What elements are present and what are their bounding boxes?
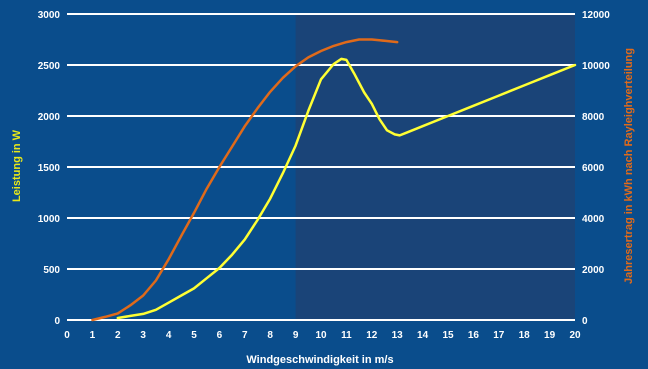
x-tick-label: 9 (293, 330, 299, 341)
y-axis-right-label: Jahresertrag in kWh nach Rayleighverteil… (623, 48, 635, 284)
series-line-leistung (116, 57, 577, 320)
y-right-tick-label: 0 (582, 316, 588, 327)
y-right-tick-label: 10000 (582, 61, 610, 72)
y-left-tick-label: 0 (54, 316, 60, 327)
x-tick-label: 17 (493, 330, 505, 341)
x-tick-label: 4 (166, 330, 172, 341)
x-tick-label: 2 (115, 330, 121, 341)
y-left-tick-label: 500 (43, 265, 60, 276)
y-right-tick-label: 8000 (582, 112, 605, 123)
series-line-jahresertrag (91, 38, 399, 322)
x-tick-label: 11 (341, 330, 352, 341)
y-left-tick-label: 2500 (38, 61, 61, 72)
x-tick-label: 12 (366, 330, 378, 341)
x-tick-label: 6 (217, 330, 223, 341)
y-left-tick-label: 3000 (38, 10, 61, 21)
y-right-tick-label: 12000 (582, 10, 610, 21)
x-tick-label: 7 (242, 330, 248, 341)
x-axis-label: Windgeschwindigkeit in m/s (246, 354, 393, 366)
x-tick-label: 20 (569, 330, 581, 341)
x-tick-label: 3 (140, 330, 146, 341)
y-axis-left-label: Leistung in W (11, 129, 23, 202)
y-left-tick-label: 1500 (38, 163, 61, 174)
x-tick-label: 0 (64, 330, 70, 341)
x-tick-label: 19 (544, 330, 556, 341)
x-tick-label: 13 (392, 330, 404, 341)
x-tick-label: 5 (191, 330, 197, 341)
x-tick-label: 1 (90, 330, 96, 341)
y-left-tick-label: 2000 (38, 112, 61, 123)
x-tick-label: 18 (519, 330, 531, 341)
x-tick-label: 16 (468, 330, 480, 341)
y-left-tick-label: 1000 (38, 214, 61, 225)
x-tick-label: 15 (442, 330, 454, 341)
y-right-tick-label: 6000 (582, 163, 605, 174)
x-tick-label: 8 (267, 330, 273, 341)
x-tick-label: 10 (315, 330, 327, 341)
y-right-tick-label: 4000 (582, 214, 605, 225)
y-right-tick-label: 2000 (582, 265, 605, 276)
x-tick-label: 14 (417, 330, 429, 341)
